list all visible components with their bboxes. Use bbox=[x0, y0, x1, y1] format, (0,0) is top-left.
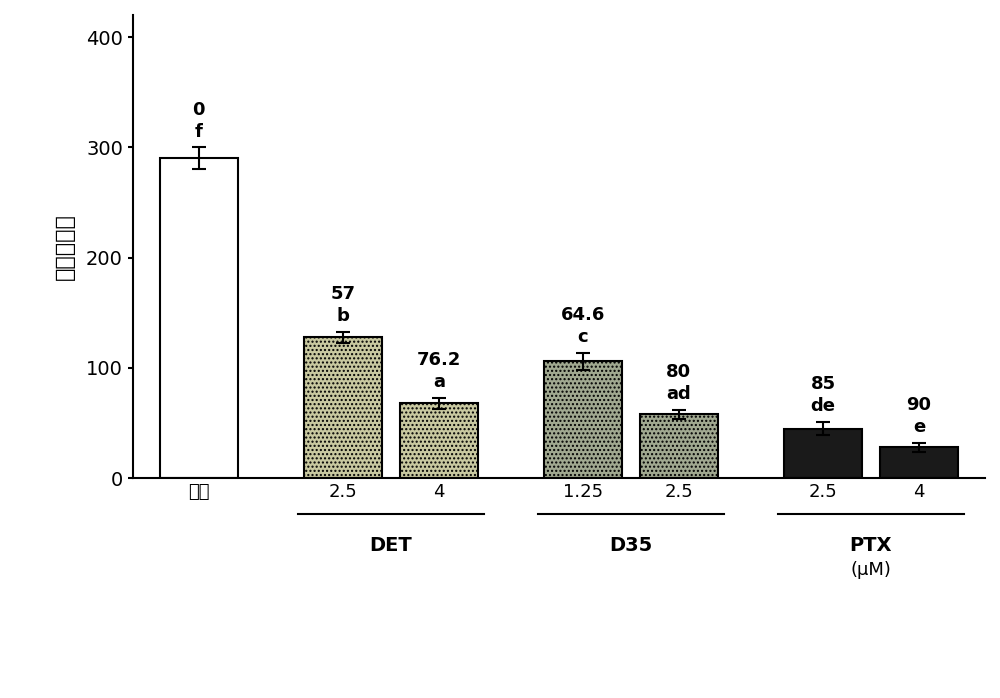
Text: e: e bbox=[913, 418, 925, 436]
Bar bbox=[784, 429, 862, 478]
Text: 76.2: 76.2 bbox=[417, 351, 461, 369]
Text: ad: ad bbox=[667, 385, 691, 403]
Bar bbox=[544, 362, 622, 478]
Text: 80: 80 bbox=[666, 363, 691, 381]
Bar bbox=[160, 158, 238, 478]
Bar bbox=[400, 403, 478, 478]
Y-axis label: 侵袭细胞数: 侵袭细胞数 bbox=[55, 213, 75, 280]
Text: 57: 57 bbox=[330, 285, 355, 303]
Text: 0: 0 bbox=[192, 101, 205, 119]
Text: D35: D35 bbox=[609, 535, 653, 555]
Text: PTX: PTX bbox=[850, 535, 892, 555]
Bar bbox=[640, 415, 718, 478]
Text: (μM): (μM) bbox=[851, 561, 891, 579]
Text: 90: 90 bbox=[906, 396, 931, 415]
Bar bbox=[880, 447, 958, 478]
Text: de: de bbox=[810, 397, 835, 415]
Bar bbox=[304, 337, 382, 478]
Text: f: f bbox=[195, 123, 203, 141]
Text: b: b bbox=[336, 307, 349, 325]
Text: DET: DET bbox=[369, 535, 412, 555]
Text: a: a bbox=[433, 373, 445, 391]
Text: c: c bbox=[578, 328, 588, 346]
Text: 64.6: 64.6 bbox=[561, 306, 605, 324]
Text: 85: 85 bbox=[810, 376, 836, 394]
